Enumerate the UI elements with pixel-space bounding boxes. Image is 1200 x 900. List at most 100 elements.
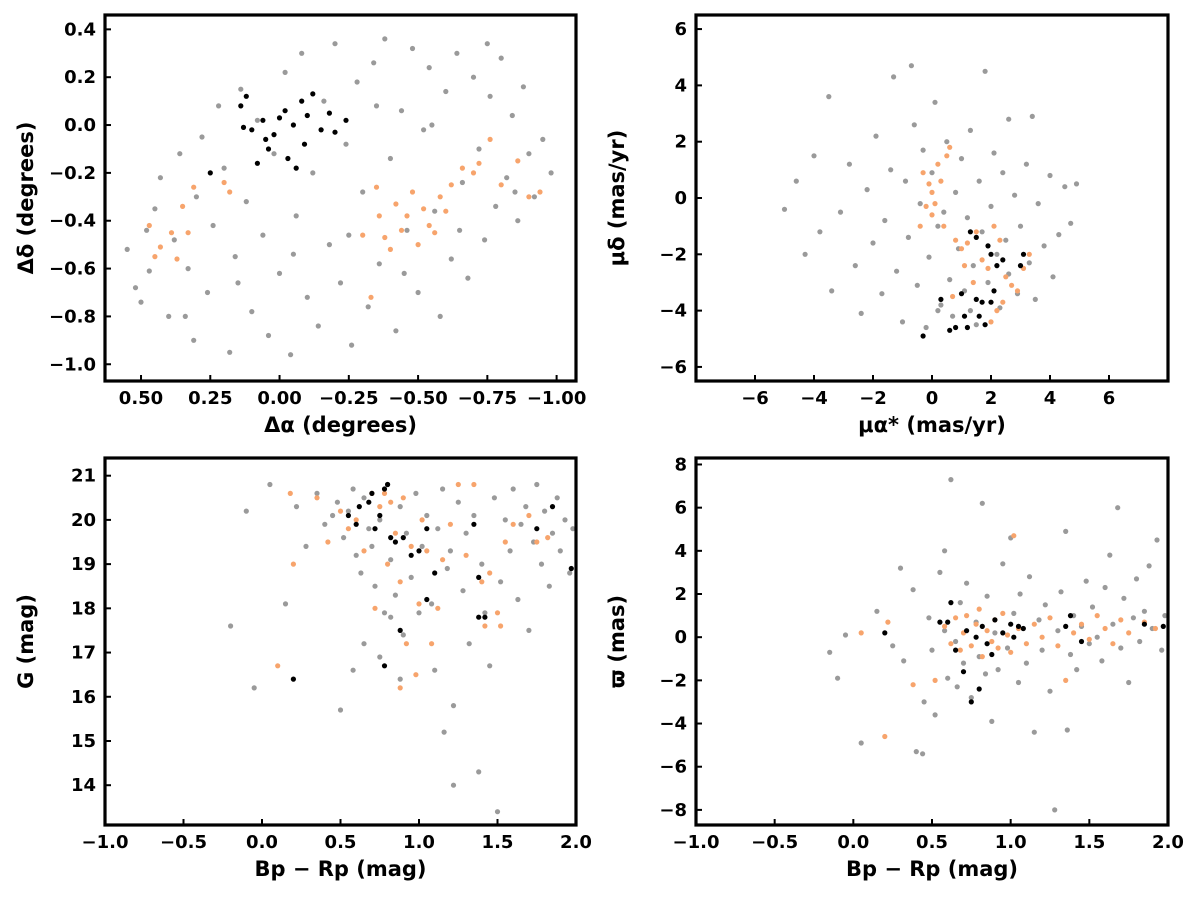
data-point-field: [373, 103, 380, 109]
x-tick-label: 0.5: [325, 832, 357, 853]
data-point-group-black: [476, 614, 482, 620]
data-point-field: [1141, 608, 1147, 614]
data-point-group-black: [326, 110, 332, 116]
data-point-field: [995, 667, 1001, 673]
data-point-field: [365, 304, 371, 310]
data-point-field: [874, 608, 880, 614]
data-point-field: [958, 156, 965, 162]
data-point-field: [540, 136, 546, 142]
data-point-field: [249, 309, 255, 315]
data-point-field: [1012, 192, 1018, 198]
data-point-group-orange: [437, 194, 443, 200]
data-point-group-orange: [185, 230, 191, 236]
data-point-group-black: [982, 322, 988, 328]
data-point-group-orange: [935, 161, 941, 167]
data-point-field: [890, 643, 896, 649]
panel-proper-motion: −6 −4 −2 0 2 4 6 −6 −4 −2 0 2 4 6 μα* (mas/yr) μδ (ma…: [605, 13, 1170, 437]
data-point-field: [146, 268, 152, 274]
data-point-field: [408, 574, 414, 581]
axes-frame-sky-position: [103, 13, 578, 383]
data-point-field: [388, 557, 394, 563]
data-point-group-orange: [403, 641, 409, 647]
data-point-group-orange: [498, 623, 504, 629]
x-axis-label-color-parallax: Bp − Rp (mag): [846, 857, 1018, 881]
data-point-field: [526, 151, 532, 157]
data-point-field: [932, 712, 938, 718]
data-point-group-black: [276, 115, 283, 121]
axis-ticks-color-parallax: −1.0 −0.5 0.0 0.5 1.0 1.5 2.0 −8 −6 −4 −2 0 2 4 6 8: [659, 454, 1184, 853]
data-point-group-orange: [368, 294, 374, 300]
y-tick-label: −2: [659, 244, 687, 265]
data-point-field: [917, 201, 923, 207]
data-point-group-black: [973, 296, 979, 302]
data-point-field: [199, 134, 205, 140]
data-point-field: [901, 658, 907, 664]
x-tick-label: 2.0: [560, 832, 592, 853]
data-point-group-orange: [337, 508, 344, 514]
data-point-field: [360, 189, 366, 195]
y-tick-label: 6: [674, 498, 687, 519]
data-point-group-black: [549, 504, 556, 510]
data-point-field: [350, 486, 356, 492]
y-tick: −0.4: [49, 211, 111, 232]
data-point-field: [337, 280, 344, 286]
data-point-group-orange: [929, 189, 935, 195]
data-point-group-orange: [1102, 625, 1108, 632]
data-point-field: [1042, 602, 1048, 608]
data-point-group-orange: [991, 223, 997, 229]
data-point-field: [1133, 576, 1140, 582]
data-point-field: [991, 150, 997, 156]
data-point-field: [459, 179, 465, 186]
data-point-group-orange: [526, 194, 532, 200]
data-point-group-black: [263, 136, 269, 142]
data-point-field: [926, 615, 932, 621]
y-tick: 2: [674, 584, 702, 605]
data-point-group-orange: [180, 203, 186, 209]
data-point-group-black: [994, 263, 1000, 269]
data-point-group-orange: [388, 499, 394, 505]
data-point-group-black: [964, 628, 970, 634]
data-point-group-orange: [979, 257, 985, 263]
data-point-group-orange: [191, 184, 197, 190]
data-point-group-orange: [1008, 649, 1014, 655]
data-point-group-black: [1067, 613, 1074, 619]
data-point-field: [227, 349, 233, 355]
scatter-points-sky-position: [124, 36, 554, 358]
data-point-group-orange: [413, 672, 419, 678]
data-point-group-orange: [373, 184, 380, 190]
y-tick: 4: [674, 541, 702, 562]
x-tick-label: −1.0: [673, 832, 720, 853]
data-point-group-black: [369, 490, 375, 496]
data-point-group-orange: [910, 682, 916, 688]
data-point-group-black: [385, 481, 391, 488]
data-point-group-orange: [1011, 533, 1017, 539]
data-point-field: [554, 495, 560, 501]
data-point-field: [870, 240, 876, 246]
data-point-field: [369, 543, 375, 550]
y-tick: 0: [674, 627, 702, 648]
data-point-field: [1041, 243, 1047, 249]
data-point-field: [1036, 617, 1042, 623]
data-point-group-black: [1141, 621, 1147, 627]
x-tick-label: 0.50: [119, 388, 163, 409]
data-point-field: [293, 504, 300, 510]
data-point-field: [1011, 610, 1017, 617]
data-point-group-orange: [459, 165, 465, 171]
data-point-field: [954, 684, 960, 690]
data-point-group-orange: [968, 643, 974, 649]
data-point-group-black: [265, 146, 272, 152]
data-point-field: [454, 50, 460, 56]
x-tick-label: 0.5: [916, 832, 948, 853]
data-point-group-black: [301, 141, 308, 147]
data-point-field: [377, 517, 383, 523]
data-point-group-orange: [470, 170, 477, 176]
data-point-group-orange: [152, 254, 158, 260]
data-point-field: [905, 234, 912, 240]
data-point-group-orange: [372, 605, 378, 611]
data-point-field: [463, 530, 469, 536]
data-point-field: [947, 277, 953, 283]
data-point-field: [421, 127, 427, 133]
data-point-field: [1107, 552, 1113, 558]
data-point-group-orange: [435, 605, 441, 611]
data-point-group-orange: [920, 170, 926, 176]
